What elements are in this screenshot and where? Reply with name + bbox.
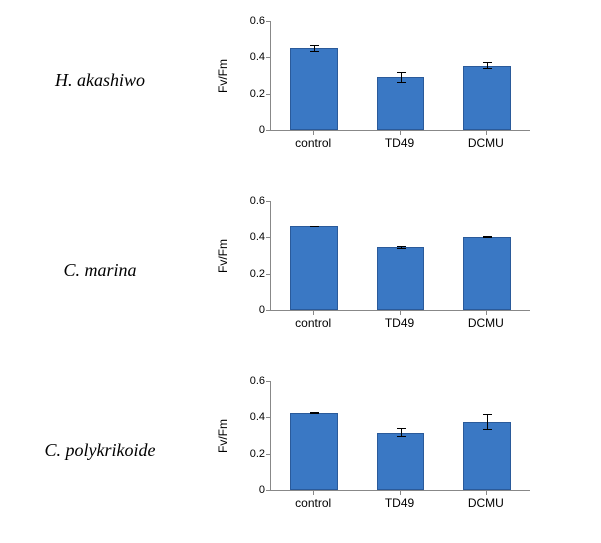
error-cap <box>310 45 319 46</box>
error-cap <box>310 226 319 227</box>
error-bar <box>401 72 402 83</box>
error-cap <box>310 413 319 414</box>
error-bar <box>487 236 488 238</box>
y-tick-label: 0.6 <box>233 15 265 27</box>
x-tick-mark <box>486 491 487 495</box>
error-cap <box>397 246 406 247</box>
x-tick-label: control <box>278 136 348 150</box>
error-cap <box>397 248 406 249</box>
y-tick-label: 0.2 <box>233 88 265 100</box>
error-cap <box>397 428 406 429</box>
y-tick-label: 0.6 <box>233 375 265 387</box>
y-tick-label: 0.4 <box>233 51 265 63</box>
y-tick-mark <box>266 94 270 95</box>
y-tick-label: 0.6 <box>233 195 265 207</box>
error-cap <box>483 414 492 415</box>
plot-area <box>270 201 530 311</box>
y-tick-mark <box>266 310 270 311</box>
error-cap <box>483 237 492 238</box>
x-tick-mark <box>313 491 314 495</box>
x-tick-label: DCMU <box>451 316 521 330</box>
y-tick-mark <box>266 381 270 382</box>
plot-area <box>270 21 530 131</box>
y-tick-mark <box>266 57 270 58</box>
x-tick-label: control <box>278 496 348 510</box>
y-tick-label: 0.2 <box>233 448 265 460</box>
y-tick-mark <box>266 490 270 491</box>
x-tick-mark <box>313 311 314 315</box>
y-tick-mark <box>266 417 270 418</box>
bar <box>290 413 337 490</box>
plot-area <box>270 381 530 491</box>
bar <box>377 247 424 310</box>
bar <box>463 422 510 490</box>
bar-chart: Fv/Fm 0 0.2 0.4 0.6 control TD49 DCMU <box>215 16 545 176</box>
y-tick-mark <box>266 201 270 202</box>
x-tick-mark <box>400 131 401 135</box>
error-cap <box>397 436 406 437</box>
y-tick-label: 0 <box>233 304 265 316</box>
x-tick-label: DCMU <box>451 496 521 510</box>
error-bar <box>314 226 315 228</box>
bar <box>463 237 510 310</box>
error-bar <box>314 412 315 414</box>
x-tick-label: TD49 <box>365 136 435 150</box>
y-axis-label: Fv/Fm <box>216 419 230 453</box>
x-tick-label: TD49 <box>365 496 435 510</box>
y-tick-mark <box>266 237 270 238</box>
bar <box>377 77 424 130</box>
y-axis-label: Fv/Fm <box>216 239 230 273</box>
species-label: C. marina <box>0 260 200 281</box>
error-bar <box>314 45 315 52</box>
error-cap <box>483 62 492 63</box>
y-tick-mark <box>266 130 270 131</box>
error-bar <box>401 246 402 250</box>
y-tick-label: 0 <box>233 484 265 496</box>
error-bar <box>487 62 488 69</box>
y-tick-mark <box>266 21 270 22</box>
bar-chart: Fv/Fm 0 0.2 0.4 0.6 control TD49 DCMU <box>215 376 545 536</box>
y-tick-mark <box>266 454 270 455</box>
y-tick-label: 0.2 <box>233 268 265 280</box>
y-tick-mark <box>266 274 270 275</box>
bar-chart: Fv/Fm 0 0.2 0.4 0.6 control TD49 DCMU <box>215 196 545 356</box>
x-tick-label: control <box>278 316 348 330</box>
chart-row: C. marina Fv/Fm 0 0.2 0.4 0.6 control TD49 DCMU <box>0 190 601 360</box>
error-cap <box>310 51 319 52</box>
x-tick-label: DCMU <box>451 136 521 150</box>
bar <box>290 48 337 130</box>
bar <box>377 433 424 490</box>
y-axis-label: Fv/Fm <box>216 59 230 93</box>
x-tick-mark <box>313 131 314 135</box>
species-label: C. polykrikoide <box>0 440 200 461</box>
chart-row: H. akashiwo Fv/Fm 0 0.2 0.4 0.6 control TD49 DCM… <box>0 10 601 180</box>
x-tick-label: TD49 <box>365 316 435 330</box>
y-tick-label: 0 <box>233 124 265 136</box>
error-cap <box>397 72 406 73</box>
x-tick-mark <box>486 311 487 315</box>
x-tick-mark <box>400 491 401 495</box>
error-cap <box>483 68 492 69</box>
bar <box>290 226 337 310</box>
y-tick-label: 0.4 <box>233 411 265 423</box>
x-tick-mark <box>486 131 487 135</box>
bar <box>463 66 510 130</box>
error-bar <box>401 428 402 437</box>
species-label: H. akashiwo <box>0 70 200 91</box>
y-tick-label: 0.4 <box>233 231 265 243</box>
chart-row: C. polykrikoide Fv/Fm 0 0.2 0.4 0.6 control TD4… <box>0 370 601 540</box>
page: H. akashiwo Fv/Fm 0 0.2 0.4 0.6 control TD49 DCM… <box>0 0 601 543</box>
error-bar <box>487 414 488 430</box>
x-tick-mark <box>400 311 401 315</box>
error-cap <box>397 82 406 83</box>
error-cap <box>483 429 492 430</box>
